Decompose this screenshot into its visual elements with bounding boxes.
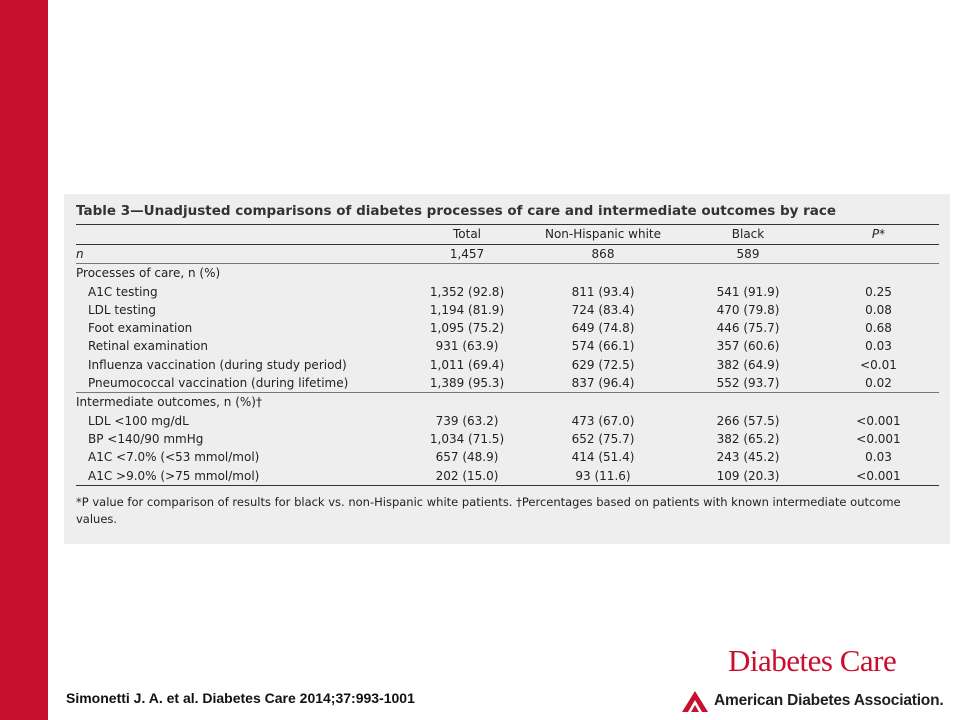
cell-p: <0.001 bbox=[818, 466, 939, 486]
row-label: A1C testing bbox=[88, 284, 158, 299]
cell-p: <0.01 bbox=[860, 357, 897, 372]
section-heading-row: Processes of care, n (%) bbox=[76, 263, 939, 283]
citation: Simonetti J. A. et al. Diabetes Care 201… bbox=[66, 690, 415, 706]
cell-p: <0.001 bbox=[856, 413, 901, 428]
cell-nhw: 837 (96.4) bbox=[571, 376, 635, 391]
cell-nhw: 652 (75.7) bbox=[571, 431, 635, 446]
cell-p bbox=[818, 245, 939, 264]
ada-triangle-icon bbox=[682, 691, 708, 712]
cell-total: 931 (63.9) bbox=[435, 339, 499, 354]
table-row: Foot examination 1,095 (75.2) 649 (74.8) 44… bbox=[76, 319, 939, 337]
table-row: A1C <7.0% (<53 mmol/mol) 657 (48.9) 414 (5… bbox=[76, 448, 939, 466]
row-label: LDL testing bbox=[88, 302, 157, 317]
cell-p: 0.25 bbox=[865, 284, 892, 299]
cell-black: 109 (20.3) bbox=[678, 466, 818, 486]
cell-nhw: 414 (51.4) bbox=[571, 450, 635, 465]
cell-black: 357 (60.6) bbox=[716, 339, 780, 354]
cell-black: 382 (65.2) bbox=[716, 431, 780, 446]
cell-nhw: 724 (83.4) bbox=[571, 302, 635, 317]
header-black: Black bbox=[678, 224, 818, 245]
cell-p: 0.02 bbox=[865, 376, 892, 391]
cell-black: 243 (45.2) bbox=[716, 450, 780, 465]
section-heading: Processes of care, n (%) bbox=[76, 263, 939, 283]
row-label: Pneumococcal vaccination (during lifetim… bbox=[88, 376, 349, 391]
table-title: Table 3—Unadjusted comparisons of diabet… bbox=[76, 203, 837, 219]
cell-total: 657 (48.9) bbox=[435, 450, 499, 465]
cell-total: 1,194 (81.9) bbox=[429, 302, 505, 317]
cell-total: 739 (63.2) bbox=[435, 413, 499, 428]
cell-nhw: 93 (11.6) bbox=[528, 466, 678, 486]
cell-nhw: 574 (66.1) bbox=[571, 339, 635, 354]
cell-p: 0.68 bbox=[865, 321, 892, 336]
header-p: P* bbox=[818, 224, 939, 245]
section-heading: Intermediate outcomes, n (%)† bbox=[76, 392, 939, 412]
ada-logo: American Diabetes Association. bbox=[680, 688, 944, 714]
cell-black: 446 (75.7) bbox=[716, 321, 780, 336]
cell-total: 1,457 bbox=[449, 247, 485, 261]
cell-total: 1,095 (75.2) bbox=[429, 321, 505, 336]
header-total: Total bbox=[406, 224, 528, 245]
cell-total: 1,011 (69.4) bbox=[429, 357, 505, 372]
row-label: Retinal examination bbox=[88, 339, 208, 354]
table-row: LDL testing 1,194 (81.9) 724 (83.4) 470 (79… bbox=[76, 301, 939, 319]
row-label: A1C <7.0% (<53 mmol/mol) bbox=[88, 450, 260, 465]
table-row: LDL <100 mg/dL 739 (63.2) 473 (67.0) 266 (5… bbox=[76, 412, 939, 430]
cell-nhw: 649 (74.8) bbox=[571, 321, 635, 336]
row-label: Foot examination bbox=[88, 321, 193, 336]
cell-total: 1,389 (95.3) bbox=[429, 376, 505, 391]
table-panel: Table 3—Unadjusted comparisons of diabet… bbox=[64, 194, 950, 544]
cell-black: 470 (79.8) bbox=[716, 302, 780, 317]
cell-nhw: 811 (93.4) bbox=[571, 284, 635, 299]
table-row: Retinal examination 931 (63.9) 574 (66.1) 3… bbox=[76, 337, 939, 355]
cell-black: 266 (57.5) bbox=[716, 413, 780, 428]
cell-p: 0.03 bbox=[865, 450, 892, 465]
table-row: A1C testing 1,352 (92.8) 811 (93.4) 541 (91… bbox=[76, 283, 939, 301]
table-row: Influenza vaccination (during study peri… bbox=[76, 356, 939, 374]
table-row: Pneumococcal vaccination (during lifetim… bbox=[76, 374, 939, 393]
row-label: Influenza vaccination (during study peri… bbox=[88, 357, 347, 372]
cell-p: 0.03 bbox=[865, 339, 892, 354]
table-footnote: *P value for comparison of results for b… bbox=[76, 494, 901, 526]
cell-total: 202 (15.0) bbox=[406, 466, 528, 486]
cell-nhw: 473 (67.0) bbox=[571, 413, 635, 428]
cell-black: 382 (64.9) bbox=[716, 357, 780, 372]
results-table: Total Non-Hispanic white Black P* n 1,457… bbox=[76, 224, 939, 486]
cell-nhw: 868 bbox=[591, 247, 615, 261]
row-label: LDL <100 mg/dL bbox=[88, 413, 189, 428]
ada-wordmark: American Diabetes Association. bbox=[714, 692, 944, 709]
table-row: BP <140/90 mmHg 1,034 (71.5) 652 (75.7) 382… bbox=[76, 430, 939, 448]
cell-total: 1,352 (92.8) bbox=[429, 284, 505, 299]
row-label: BP <140/90 mmHg bbox=[88, 431, 204, 446]
cell-black: 541 (91.9) bbox=[716, 284, 780, 299]
section-heading-row: Intermediate outcomes, n (%)† bbox=[76, 392, 939, 412]
left-accent-bar bbox=[0, 0, 48, 720]
cell-nhw: 629 (72.5) bbox=[571, 357, 635, 372]
header-blank bbox=[76, 224, 406, 245]
cell-black: 552 (93.7) bbox=[716, 376, 780, 391]
table-row: n 1,457 868 589 bbox=[76, 245, 939, 264]
header-nhw: Non-Hispanic white bbox=[528, 224, 678, 245]
row-label: n bbox=[76, 247, 84, 261]
cell-total: 1,034 (71.5) bbox=[429, 431, 505, 446]
cell-black: 589 bbox=[736, 247, 760, 261]
table-header-row: Total Non-Hispanic white Black P* bbox=[76, 224, 939, 245]
row-label: A1C >9.0% (>75 mmol/mol) bbox=[76, 466, 406, 486]
table-row: A1C >9.0% (>75 mmol/mol) 202 (15.0) 93 (11… bbox=[76, 466, 939, 486]
cell-p: <0.001 bbox=[856, 431, 901, 446]
journal-logo: Diabetes Care bbox=[728, 643, 897, 678]
cell-p: 0.08 bbox=[865, 302, 892, 317]
